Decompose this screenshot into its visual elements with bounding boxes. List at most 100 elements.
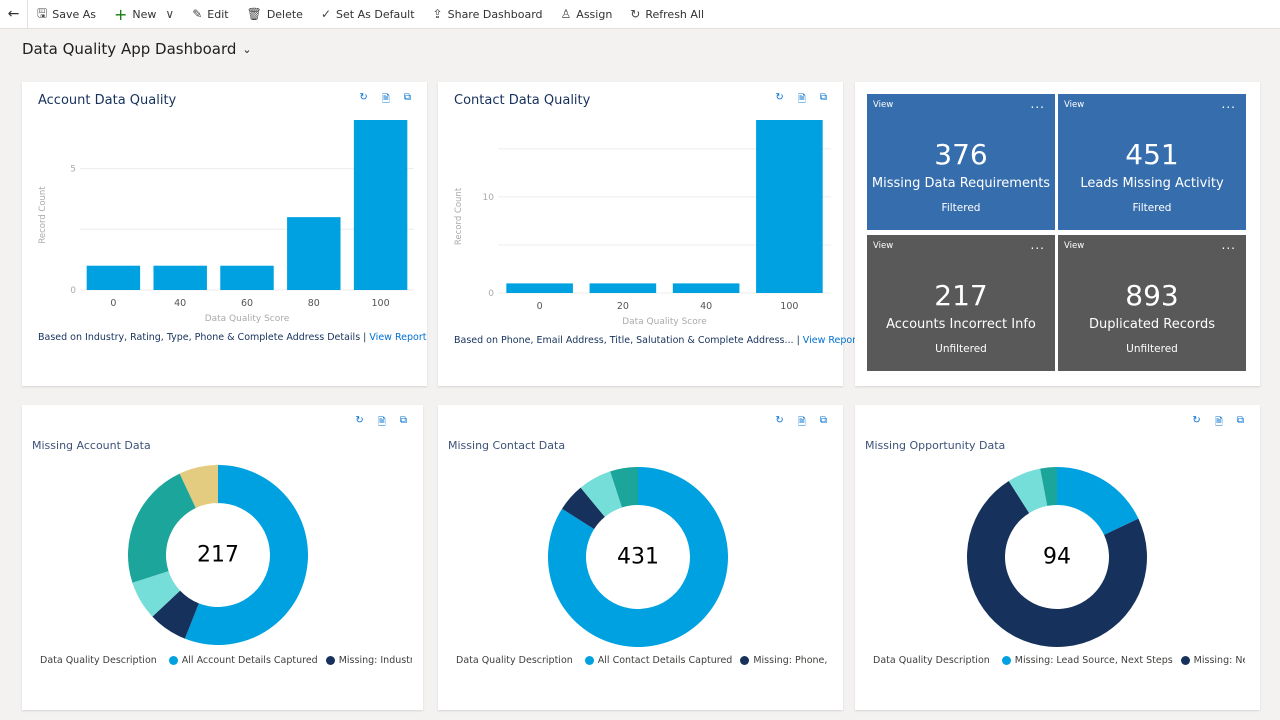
refresh-icon[interactable]: ↻ [775,92,784,103]
tile-label: Leads Missing Activity [1080,176,1224,191]
share-dashboard-button[interactable]: ⇪ Share Dashboard [424,0,552,29]
view-report-icon[interactable]: 🗎 [797,417,806,428]
donut-slice[interactable] [610,467,638,508]
edit-icon: ✎ [192,7,203,21]
donut-slice[interactable] [548,467,728,647]
view-report-link[interactable]: View Report [802,335,860,346]
x-tick-label: 80 [308,298,320,309]
page-title: Data Quality App Dashboard [22,40,237,58]
back-button[interactable]: ← [0,0,28,29]
view-report-icon[interactable]: 🗎 [1214,417,1223,428]
metric-tile[interactable]: View... 893 Duplicated Records Unfiltered [1058,235,1246,371]
legend-label: Missing: Phone, Ema [753,655,828,666]
refresh-icon[interactable]: ↻ [775,415,784,426]
bar[interactable] [287,217,341,290]
refresh-all-button[interactable]: ↻ Refresh All [621,0,713,29]
tile-label: Missing Data Requirements [871,176,1051,191]
more-options-icon[interactable]: ... [1221,97,1236,111]
missing-contact-data-card: Missing Contact Data ↻ 🗎 ⧉ 431 Data Quality D… [438,405,843,710]
metric-tile[interactable]: View... 217 Accounts Incorrect Info Unfilte… [867,235,1055,371]
save-as-icon: 🖫 [37,5,48,20]
view-link[interactable]: View [1064,100,1085,110]
more-options-icon[interactable]: ... [1030,97,1045,111]
delete-button[interactable]: 🗑 Delete [238,0,312,29]
donut-slice[interactable] [127,473,196,583]
card-actions: ↻ 🗎 ⧉ [355,415,407,432]
donut-slice[interactable] [179,465,218,508]
donut-total: 431 [617,544,659,570]
bar[interactable] [353,120,408,290]
share-icon: ⇪ [432,7,443,21]
refresh-icon[interactable]: ↻ [355,415,364,426]
donut-slice[interactable] [580,471,622,517]
legend-swatch [325,656,335,665]
tiles-card: View... 376 Missing Data Requirements Filte… [855,82,1260,386]
expand-icon[interactable]: ⧉ [399,415,407,426]
new-button[interactable]: + New [105,0,165,29]
legend-swatch [740,656,750,665]
expand-icon[interactable]: ⧉ [819,92,827,103]
expand-icon[interactable]: ⧉ [819,415,827,426]
set-as-default-button[interactable]: ✓ Set As Default [312,0,424,29]
tile-value: 217 [934,279,988,312]
button-label: Delete [266,7,303,21]
x-tick-label: 0 [537,301,543,312]
legend-item[interactable]: Missing: Industry, Ra [325,655,412,666]
metric-tile[interactable]: View... 451 Leads Missing Activity Filtered [1058,94,1246,230]
card-actions: ↻ 🗎 ⧉ [775,415,827,432]
legend-item[interactable]: Missing: Next St [1180,655,1245,666]
dashboard-selector[interactable]: Data Quality App Dashboard ⌄ [22,40,252,58]
bar[interactable] [153,265,207,290]
legend-label: Missing: Lead Source, Next Steps [1014,655,1173,666]
view-report-icon[interactable]: 🗎 [377,417,386,428]
donut-slice[interactable] [967,481,1147,647]
more-options-icon[interactable]: ... [1221,238,1236,252]
donut-slice[interactable] [1040,467,1057,506]
legend-item[interactable]: All Account Details Captured [168,655,318,666]
bar[interactable] [589,283,657,293]
expand-icon[interactable]: ⧉ [1236,415,1244,426]
bar[interactable] [220,265,274,290]
legend-item[interactable]: Missing: Lead Source, Next Steps [1001,655,1173,666]
button-label: Save As [52,7,96,21]
new-dropdown-button[interactable]: ∨ [165,0,183,29]
tile-status: Unfiltered [935,343,987,355]
view-report-link[interactable]: View Report [369,332,427,343]
donut-slice[interactable] [132,571,181,617]
donut-chart [548,467,728,647]
legend-swatch [1180,656,1190,665]
donut-slice[interactable] [1008,468,1048,514]
donut-slice[interactable] [562,487,605,530]
view-link[interactable]: View [1064,241,1085,251]
metric-tile[interactable]: View... 376 Missing Data Requirements Filte… [867,94,1055,230]
donut-slice[interactable] [1057,467,1139,535]
refresh-icon[interactable]: ↻ [359,92,368,103]
button-label: New [132,7,157,21]
footer-text: Based on Industry, Rating, Type, Phone &… [38,332,370,343]
view-report-icon[interactable]: 🗎 [797,94,806,105]
assign-button[interactable]: ♙ Assign [552,0,622,29]
donut-slice[interactable] [184,465,308,645]
legend-item[interactable]: Missing: Phone, Ema [740,655,828,666]
donut-slice[interactable] [152,590,199,639]
bar[interactable] [672,283,740,293]
edit-button[interactable]: ✎ Edit [183,0,237,29]
more-options-icon[interactable]: ... [1030,238,1045,252]
refresh-icon[interactable]: ↻ [1192,415,1201,426]
view-link[interactable]: View [873,100,894,110]
missing-opportunity-data-card: Missing Opportunity Data ↻ 🗎 ⧉ 94 Data Qualit… [855,405,1260,710]
bar[interactable] [756,120,823,293]
save-as-button[interactable]: 🖫 Save As [28,0,105,29]
bar[interactable] [506,283,573,293]
bar[interactable] [86,265,141,290]
view-report-icon[interactable]: 🗎 [381,94,390,105]
donut-chart [967,467,1147,647]
y-tick-label: 0 [488,289,494,299]
view-link[interactable]: View [873,241,894,251]
check-icon: ✓ [320,7,332,21]
expand-icon[interactable]: ⧉ [403,92,411,103]
legend-item[interactable]: All Contact Details Captured [584,655,732,666]
x-tick-label: 20 [617,301,629,312]
footer-text: Based on Phone, Email Address, Title, Sa… [454,335,803,346]
